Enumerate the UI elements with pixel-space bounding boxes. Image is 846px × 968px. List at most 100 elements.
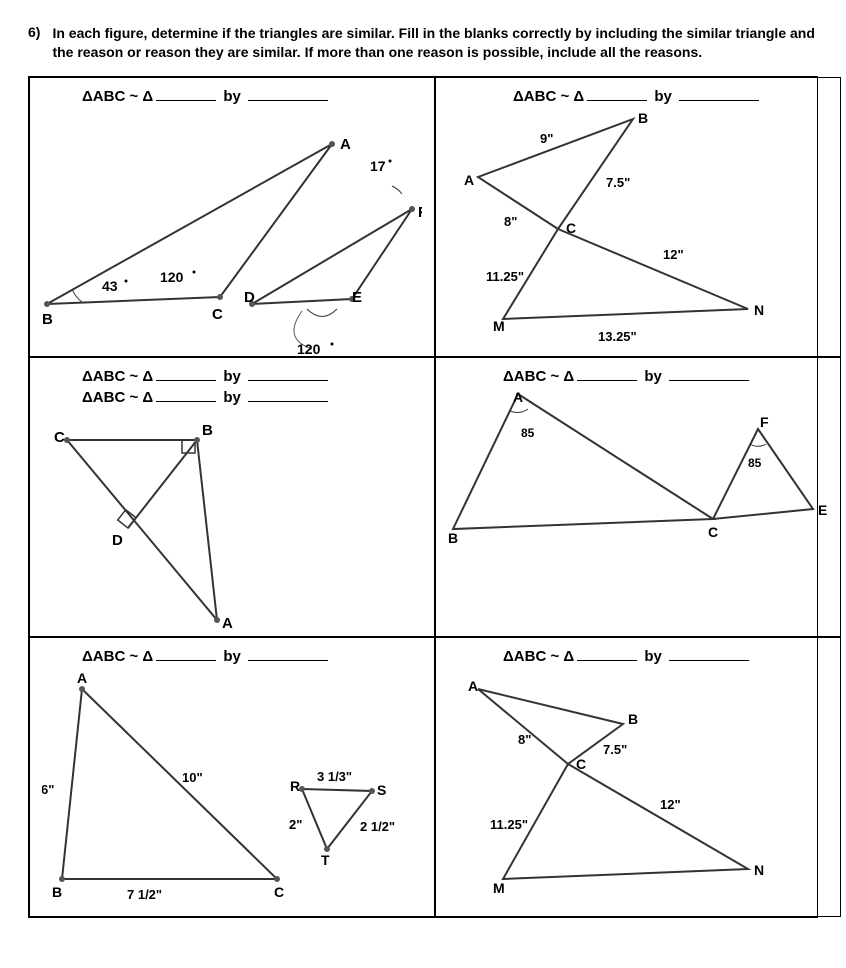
diagram-4: A B C F E 85 85 — [448, 389, 828, 589]
prefix: ΔABC ~ Δ — [82, 648, 153, 665]
svg-text:F: F — [760, 414, 769, 430]
cell-3: ΔABC ~ Δ by ΔABC ~ Δ by C B A D — [29, 357, 435, 637]
cell-header: ΔABC ~ Δ by — [82, 88, 422, 105]
svg-text:N: N — [754, 862, 764, 878]
diagram-5: A B C 6" 10" 7 1/2" R S T 3 1/3" 2" 2 1/… — [42, 669, 422, 914]
cell-4: ΔABC ~ Δ by A B C F E 85 85 — [435, 357, 841, 637]
svg-text:7.5": 7.5" — [606, 175, 630, 190]
svg-text:6": 6" — [42, 782, 54, 797]
svg-text:A: A — [513, 389, 523, 405]
svg-text:12": 12" — [663, 247, 684, 262]
svg-diagram: B C A 43 120 D E F 17 120 — [42, 109, 422, 359]
svg-text:2": 2" — [289, 817, 302, 832]
diagram-3: C B A D — [42, 410, 422, 630]
svg-text:7.5": 7.5" — [603, 742, 627, 757]
prefix: ΔABC ~ Δ — [513, 88, 584, 105]
diagram-1: B C A 43 120 D E F 17 120 — [42, 109, 422, 359]
by-label: by — [644, 648, 662, 665]
diagram-2: A B C M N 9" 7.5" 8" 11.25" 12" 13.25" — [448, 109, 828, 354]
svg-text:17: 17 — [370, 158, 386, 174]
prefix: ΔABC ~ Δ — [82, 389, 153, 406]
prefix: ΔABC ~ Δ — [82, 88, 153, 105]
svg-text:A: A — [77, 670, 87, 686]
svg-text:E: E — [818, 502, 827, 518]
cell-header-b: ΔABC ~ Δ by — [82, 389, 422, 406]
blank-reason[interactable] — [679, 88, 759, 101]
svg-text:C: C — [274, 884, 284, 900]
svg-text:13.25": 13.25" — [598, 329, 637, 344]
by-label: by — [223, 648, 241, 665]
blank-reason[interactable] — [248, 88, 328, 101]
blank-triangle[interactable] — [156, 88, 216, 101]
svg-text:E: E — [352, 289, 362, 306]
svg-text:C: C — [708, 524, 718, 540]
svg-text:2 1/2": 2 1/2" — [360, 819, 395, 834]
svg-text:85: 85 — [521, 426, 535, 440]
svg-text:R: R — [290, 778, 300, 794]
svg-text:S: S — [377, 782, 386, 798]
svg-text:C: C — [576, 756, 586, 772]
diagram-6: A B C M N 7.5" 8" 11.25" 12" — [448, 669, 828, 904]
svg-text:8": 8" — [518, 732, 531, 747]
svg-diagram: C B A D — [42, 410, 402, 630]
blank-triangle[interactable] — [577, 368, 637, 381]
svg-text:B: B — [42, 311, 53, 328]
cell-header-a: ΔABC ~ Δ by — [82, 368, 422, 385]
svg-text:B: B — [202, 422, 213, 439]
cell-6: ΔABC ~ Δ by A B C M N 7.5" 8" 11.25" 12" — [435, 637, 841, 917]
blank-reason[interactable] — [669, 368, 749, 381]
svg-diagram: A B C F E 85 85 — [448, 389, 828, 589]
svg-text:D: D — [112, 532, 123, 549]
svg-text:11.25": 11.25" — [490, 817, 528, 832]
cell-header: ΔABC ~ Δ by — [82, 648, 422, 665]
svg-text:120: 120 — [297, 341, 321, 357]
svg-text:M: M — [493, 318, 505, 334]
svg-text:A: A — [222, 615, 233, 630]
svg-text:C: C — [566, 220, 576, 236]
svg-diagram: A B C 6" 10" 7 1/2" R S T 3 1/3" 2" 2 1/… — [42, 669, 422, 914]
problem-grid: ΔABC ~ Δ by B C A 43 120 D E F — [28, 76, 818, 918]
svg-text:B: B — [448, 530, 458, 546]
blank-triangle[interactable] — [156, 368, 216, 381]
svg-text:A: A — [340, 136, 351, 153]
svg-text:F: F — [418, 204, 422, 221]
svg-text:43: 43 — [102, 278, 118, 294]
svg-text:10": 10" — [182, 770, 203, 785]
question-text: In each figure, determine if the triangl… — [52, 24, 818, 62]
blank-triangle[interactable] — [587, 88, 647, 101]
svg-text:A: A — [464, 172, 474, 188]
by-label: by — [223, 368, 241, 385]
by-label: by — [654, 88, 672, 105]
blank-triangle[interactable] — [577, 648, 637, 661]
question-header: 6) In each figure, determine if the tria… — [28, 24, 818, 62]
svg-text:C: C — [212, 306, 223, 323]
cell-header: ΔABC ~ Δ by — [503, 368, 828, 385]
prefix: ΔABC ~ Δ — [503, 648, 574, 665]
svg-text:8": 8" — [504, 214, 517, 229]
cell-header: ΔABC ~ Δ by — [503, 648, 828, 665]
svg-text:A: A — [468, 678, 478, 694]
blank-triangle[interactable] — [156, 648, 216, 661]
svg-text:120: 120 — [160, 269, 184, 285]
svg-text:9": 9" — [540, 131, 553, 146]
blank-reason[interactable] — [669, 648, 749, 661]
blank-reason[interactable] — [248, 368, 328, 381]
cell-1: ΔABC ~ Δ by B C A 43 120 D E F — [29, 77, 435, 357]
svg-text:B: B — [638, 110, 648, 126]
prefix: ΔABC ~ Δ — [503, 368, 574, 385]
svg-diagram: A B C M N 7.5" 8" 11.25" 12" — [448, 669, 808, 904]
svg-text:3 1/3": 3 1/3" — [317, 769, 352, 784]
blank-reason[interactable] — [248, 389, 328, 402]
cell-header: ΔABC ~ Δ by — [513, 88, 828, 105]
svg-text:7 1/2": 7 1/2" — [127, 887, 162, 902]
prefix: ΔABC ~ Δ — [82, 368, 153, 385]
cell-5: ΔABC ~ Δ by A B C 6" 10" 7 1/2" R S T 3 … — [29, 637, 435, 917]
svg-text:N: N — [754, 302, 764, 318]
blank-reason[interactable] — [248, 648, 328, 661]
svg-text:85: 85 — [748, 456, 762, 470]
by-label: by — [223, 389, 241, 406]
svg-text:D: D — [244, 289, 255, 306]
svg-text:12": 12" — [660, 797, 681, 812]
blank-triangle[interactable] — [156, 389, 216, 402]
question-number: 6) — [28, 24, 40, 62]
